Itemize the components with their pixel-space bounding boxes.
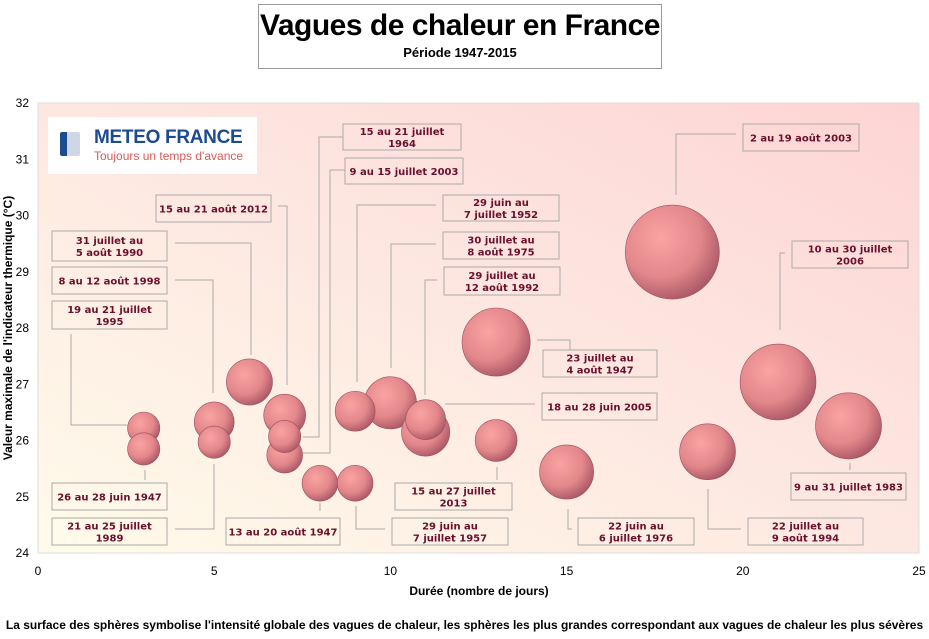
x-axis-label: Durée (nombre de jours) [409, 584, 548, 598]
label-box [391, 517, 509, 546]
leader-line [303, 169, 345, 454]
bubble-label: 26 au 28 juin 1947 [57, 493, 162, 504]
y-tick-label: 31 [16, 152, 30, 166]
bubble [625, 204, 720, 300]
bubble-label: 15 au 27 juillet 2013 [411, 487, 496, 510]
y-tick-label: 27 [16, 377, 30, 391]
bubble-label: 18 au 28 juin 2005 [547, 403, 652, 414]
bubble [679, 423, 736, 480]
bubble [127, 432, 161, 466]
bubble-label: 9 au 31 juillet 1983 [794, 483, 903, 494]
bubble [301, 465, 339, 502]
label-box [577, 517, 695, 546]
label-box [51, 266, 168, 295]
bubble-label: 31 juillet au 5 août 1990 [76, 236, 143, 259]
bubble [226, 358, 273, 406]
bubble-label: 22 juillet au 9 août 1994 [772, 522, 839, 545]
x-tick-label: 10 [384, 564, 398, 578]
leader-line [175, 279, 214, 393]
label-box [225, 517, 341, 546]
y-tick-label: 28 [16, 321, 30, 335]
logo-tagline: Toujours un temps d'avance [94, 149, 244, 163]
logo-mark-icon [60, 132, 80, 156]
x-tick-label: 20 [736, 564, 750, 578]
bubble-label: 30 juillet au 8 août 1975 [467, 236, 534, 259]
bubble [461, 307, 531, 377]
label-box [541, 392, 658, 421]
label-box [442, 231, 560, 260]
bubble [539, 444, 594, 500]
bubble-label: 21 au 25 juillet 1989 [67, 522, 152, 545]
leader-line [567, 509, 572, 530]
bubble-label: 15 au 21 août 2012 [159, 204, 268, 216]
leader-line [355, 506, 385, 530]
leader-line [303, 136, 343, 438]
leader-line [779, 252, 785, 330]
y-tick-label: 29 [16, 265, 30, 279]
label-box [790, 472, 907, 501]
x-tick-label: 0 [35, 564, 42, 578]
bubble-label: 23 juillet au 4 août 1947 [566, 354, 633, 377]
bubble [815, 392, 882, 460]
leader-line [424, 279, 437, 395]
label-box [394, 482, 513, 511]
y-tick-label: 25 [16, 490, 30, 504]
y-tick-label: 24 [16, 546, 30, 560]
bubble-label: 13 au 20 août 1947 [229, 527, 338, 539]
bubble-label: 19 au 21 juillet 1995 [67, 305, 152, 328]
bubble-label: 2 au 19 août 2003 [750, 133, 852, 145]
leader-line [175, 464, 215, 530]
x-tick-label: 25 [912, 564, 926, 578]
leader-line [707, 489, 741, 530]
leader-line [537, 339, 571, 350]
leader-line [278, 205, 288, 385]
label-box [791, 240, 909, 269]
label-box [51, 482, 168, 511]
x-tick-label: 5 [211, 564, 218, 578]
bubble [474, 419, 518, 462]
leader-line [390, 243, 436, 368]
bubble [336, 465, 374, 502]
y-tick-label: 26 [16, 434, 30, 448]
bubble [268, 420, 302, 453]
bubble-label: 10 au 30 juillet 2006 [808, 245, 893, 268]
bubble-label: 15 au 21 juillet 1964 [360, 127, 445, 150]
label-box [443, 266, 561, 296]
bubble [334, 390, 376, 432]
label-box [342, 123, 462, 151]
x-tick-label: 15 [560, 564, 574, 578]
leader-line [675, 133, 736, 195]
bubble-label: 8 au 12 août 1998 [58, 276, 160, 288]
title-box: Vagues de chaleur en France Période 1947… [258, 4, 662, 69]
leader-line [70, 334, 127, 426]
bubble-label: 29 juin au 7 juillet 1952 [464, 198, 538, 221]
bubble-label: 29 juin au 7 juillet 1957 [413, 522, 487, 545]
bubble-label: 9 au 15 juillet 2003 [350, 167, 459, 178]
label-box [747, 517, 864, 546]
chart-subtitle: Période 1947-2015 [403, 45, 517, 60]
y-axis-label: Valeur maximale de l'indicateur thermiqu… [1, 196, 15, 460]
label-box [442, 194, 560, 222]
logo-name: METEO FRANCE [94, 127, 243, 148]
label-box [51, 517, 168, 546]
y-tick-label: 32 [16, 96, 30, 110]
label-box [51, 300, 168, 330]
chart-caption: La surface des sphères symbolise l'inten… [5, 618, 924, 632]
label-box [155, 194, 272, 223]
y-tick-label: 30 [16, 209, 30, 223]
leader-line [175, 242, 252, 355]
bubble [405, 399, 446, 440]
bubble [739, 343, 817, 421]
label-box [742, 123, 860, 152]
label-box [542, 349, 658, 378]
bubble-label: 29 juillet au 12 août 1992 [465, 271, 539, 294]
bubble [197, 425, 231, 459]
label-box [51, 230, 168, 262]
bubble-label: 22 juin au 6 juillet 1976 [599, 522, 673, 545]
meteo-france-logo: METEO FRANCE Toujours un temps d'avance [48, 117, 257, 174]
label-box [344, 157, 464, 185]
leader-line [356, 204, 436, 382]
chart-title: Vagues de chaleur en France [259, 9, 661, 42]
